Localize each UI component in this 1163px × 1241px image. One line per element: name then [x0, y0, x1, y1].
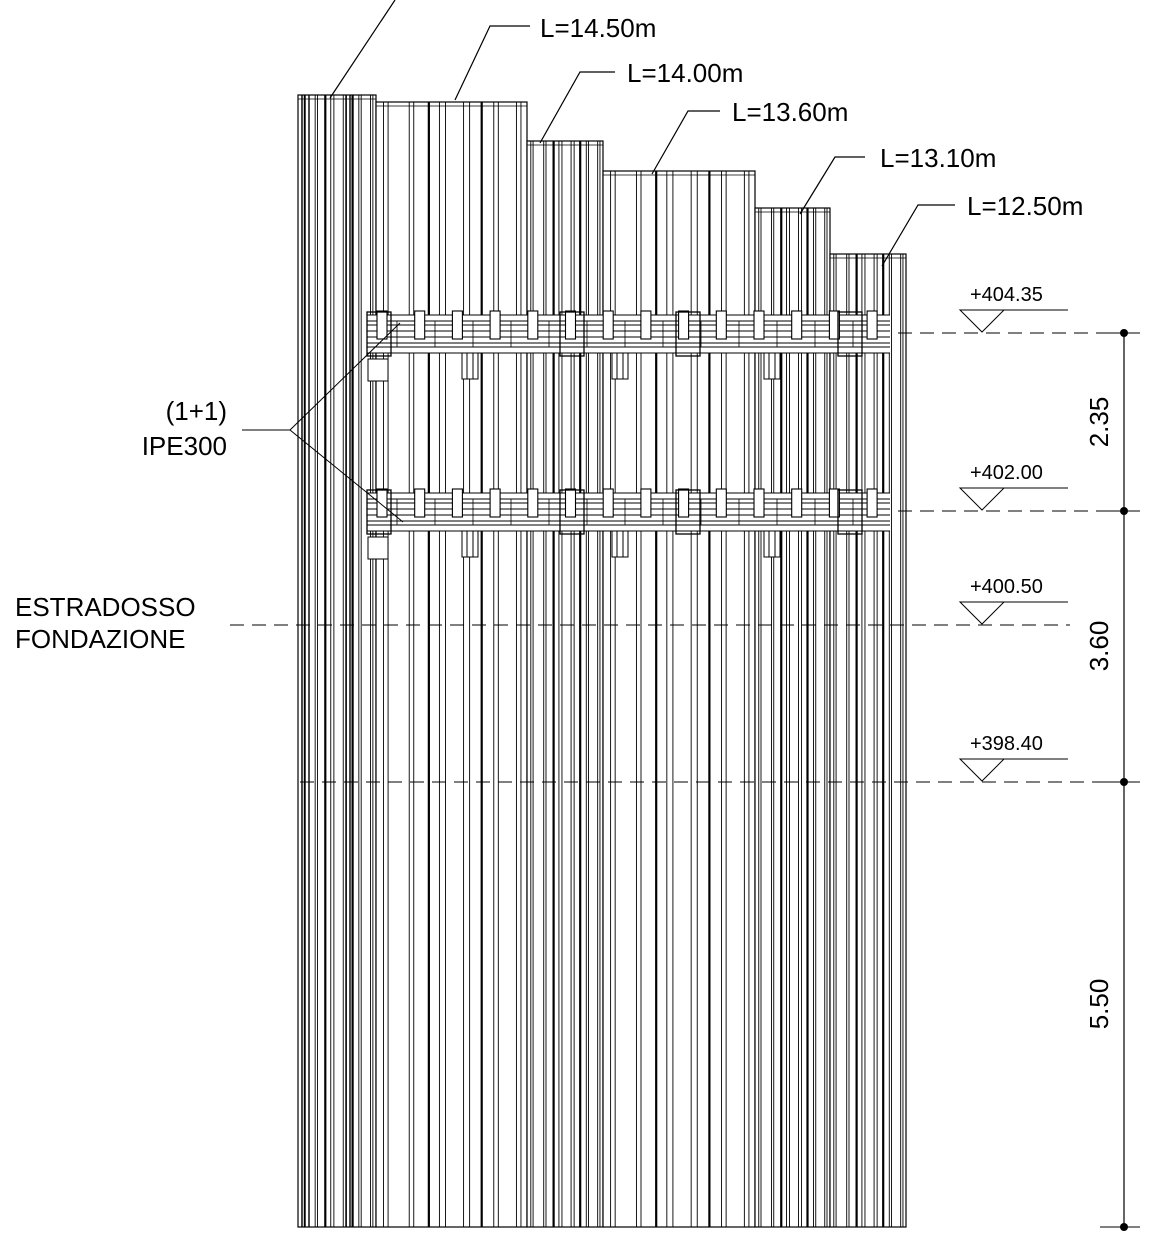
- leader-14-00: [539, 71, 615, 144]
- sheet-pile-panel-3: [526, 140, 604, 1228]
- dimension-chain: [1100, 329, 1140, 1231]
- dimension-label-3: 5.50: [1084, 979, 1114, 1030]
- sheet-pile-panel-2: [375, 101, 528, 1228]
- waler-lower: [366, 488, 890, 560]
- leader-12-50: [881, 204, 955, 267]
- waler-leader: [242, 322, 404, 523]
- level-marker-4: [958, 758, 1068, 782]
- leader-first-pile: [329, 0, 396, 99]
- sheet-pile-panels: [297, 94, 907, 1228]
- foundation-label-line2: FONDAZIONE: [15, 624, 185, 654]
- sheet-pile-panel-6: [829, 253, 907, 1228]
- dimension-label-2: 3.60: [1084, 621, 1114, 672]
- level-marker-2: [958, 487, 1068, 511]
- waler-upper: [366, 310, 890, 382]
- dimension-dot: [1120, 1223, 1128, 1231]
- dimension-dot: [1120, 329, 1128, 337]
- dimension-label-1: 2.35: [1084, 397, 1114, 448]
- leader-13-10: [799, 156, 865, 215]
- foundation-label-line1: ESTRADOSSO: [15, 592, 196, 622]
- pile-length-label-4: L=13.10m: [880, 143, 996, 173]
- pile-length-label-1: L=14.50m: [540, 13, 656, 43]
- pile-length-leaders: [329, 0, 955, 267]
- level-marker-1: [958, 309, 1068, 333]
- leader-13-60: [651, 110, 720, 175]
- waler-label-line1: (1+1): [166, 396, 227, 426]
- dimension-dot: [1120, 507, 1128, 515]
- sheet-pile-panel-1: [297, 94, 377, 1228]
- level-triangle-icon: [958, 487, 1006, 511]
- waler-label-line2: IPE300: [142, 431, 227, 461]
- level-triangle-icon: [958, 601, 1006, 625]
- level-label-2: +402.00: [970, 462, 1043, 484]
- pile-length-label-5: L=12.50m: [967, 191, 1083, 221]
- leader-14-50: [454, 25, 530, 101]
- level-label-4: +398.40: [970, 733, 1043, 755]
- level-label-1: +404.35: [970, 284, 1043, 306]
- level-lines: [230, 332, 1115, 783]
- pile-length-label-3: L=13.60m: [732, 97, 848, 127]
- dimension-dot: [1120, 778, 1128, 786]
- level-triangle-icon: [958, 309, 1006, 333]
- level-label-3: +400.50: [970, 576, 1043, 598]
- level-marker-3: [958, 601, 1068, 625]
- pile-length-label-2: L=14.00m: [627, 58, 743, 88]
- level-triangle-icon: [958, 758, 1006, 782]
- waler-beams: [366, 310, 890, 560]
